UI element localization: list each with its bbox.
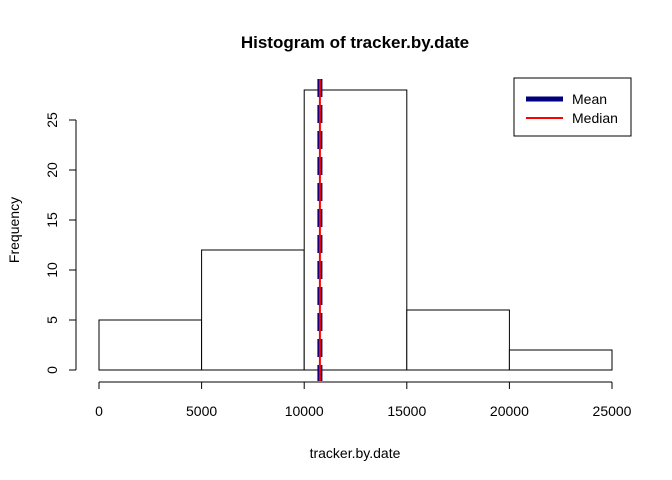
x-axis: 0 5000 10000 15000 20000 25000: [95, 381, 632, 419]
legend-label-median: Median: [572, 110, 618, 126]
y-tick-label-1: 5: [44, 316, 60, 324]
y-tick-label-5: 25: [44, 112, 60, 128]
histogram-bar-2: [201, 249, 305, 371]
y-tick-label-2: 10: [44, 262, 60, 278]
x-tick-label-0: 0: [95, 403, 103, 419]
y-tick-label-3: 15: [44, 212, 60, 228]
histogram-bar-4: [406, 309, 510, 371]
chart-title: Histogram of tracker.by.date: [241, 33, 469, 52]
y-axis-label: Frequency: [6, 197, 22, 263]
x-tick-label-3: 15000: [387, 403, 426, 419]
legend: Mean Median: [513, 77, 632, 137]
legend-box: [513, 77, 632, 137]
y-tick-label-4: 20: [44, 162, 60, 178]
histogram-bar-5: [508, 349, 613, 371]
x-tick-label-5: 25000: [593, 403, 632, 419]
x-tick-label-4: 20000: [490, 403, 529, 419]
histogram-bar-1: [98, 319, 203, 371]
y-tick-label-0: 0: [44, 366, 60, 374]
x-tick-label-2: 10000: [285, 403, 324, 419]
y-axis: 0 5 10 15 20 25: [44, 112, 77, 374]
legend-label-mean: Mean: [572, 91, 607, 107]
x-tick-label-1: 5000: [186, 403, 217, 419]
histogram-bars: [98, 89, 613, 371]
x-axis-label: tracker.by.date: [310, 445, 401, 461]
